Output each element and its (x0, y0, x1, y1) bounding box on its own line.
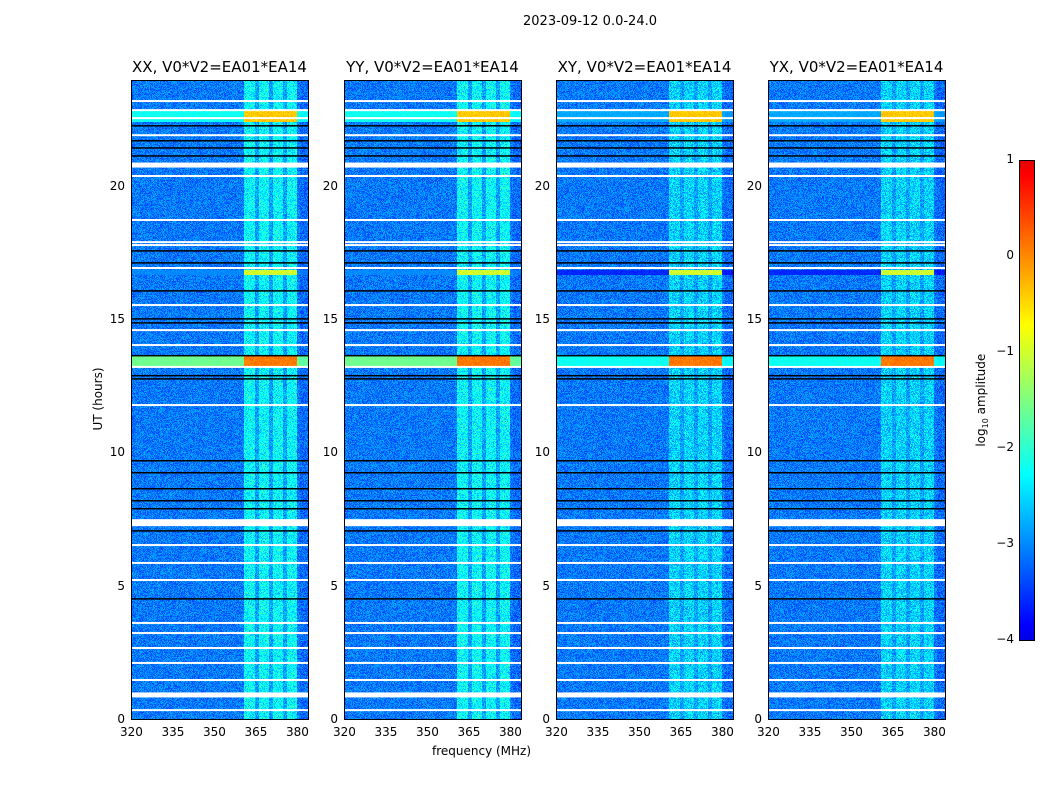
panel-frame (556, 80, 734, 720)
colorbar-frame (1019, 160, 1035, 641)
x-tick-label: 380 (285, 725, 309, 739)
y-tick-label: 10 (322, 445, 338, 460)
x-tick-label: 335 (798, 725, 822, 739)
colorbar-tick-label: 0 (1006, 248, 1014, 262)
panel-title: YX, V0*V2=EA01*EA14 (769, 58, 944, 76)
y-tick-label: 15 (322, 312, 338, 326)
y-tick-label: 5 (117, 578, 125, 593)
x-tick-label: 380 (922, 725, 946, 739)
y-axis-label: UT (hours) (91, 367, 105, 431)
panel-title: XY, V0*V2=EA01*EA14 (557, 58, 732, 76)
x-tick-label: 320 (120, 725, 143, 739)
y-tick-label: 5 (754, 578, 762, 593)
y-tick-label: 0 (330, 712, 338, 726)
x-tick-label: 320 (333, 725, 356, 739)
x-tick-label: 365 (881, 725, 905, 739)
spectrogram-xy (556, 80, 733, 720)
y-tick-label: 20 (322, 178, 338, 193)
x-tick-label: 320 (545, 725, 568, 739)
y-tick-label: 15 (746, 312, 762, 326)
y-tick-label: 5 (330, 578, 338, 593)
spectrogram-yy (344, 80, 521, 720)
y-tick-label: 5 (542, 578, 550, 593)
panel-frame (131, 80, 309, 720)
x-tick-label: 335 (161, 725, 185, 739)
y-tick-label: 0 (117, 712, 125, 726)
colorbar-tick-label: −2 (996, 440, 1014, 454)
x-tick-label: 320 (757, 725, 780, 739)
colorbar-tick-label: −4 (996, 632, 1014, 646)
x-tick-label: 350 (627, 725, 651, 739)
figure-title: 2023-09-12 0.0-24.0 (523, 14, 657, 29)
spectrogram-xx (131, 80, 308, 720)
x-tick-label: 365 (669, 725, 693, 739)
colorbar-tick-label: −3 (996, 536, 1014, 550)
y-tick-label: 10 (109, 445, 125, 460)
panel-title: XX, V0*V2=EA01*EA14 (132, 58, 307, 76)
x-tick-label: 350 (415, 725, 439, 739)
y-tick-label: 20 (746, 178, 762, 193)
x-tick-label: 380 (498, 725, 522, 739)
colorbar (1019, 160, 1034, 640)
x-tick-label: 335 (374, 725, 398, 739)
x-tick-label: 365 (244, 725, 268, 739)
y-tick-label: 10 (534, 445, 550, 460)
colorbar-tick-label: 1 (1006, 152, 1014, 166)
x-tick-label: 350 (839, 725, 863, 739)
x-tick-label: 350 (202, 725, 226, 739)
panel-frame (768, 80, 946, 720)
y-tick-label: 15 (109, 312, 125, 326)
y-tick-label: 10 (746, 445, 762, 460)
x-axis-label: frequency (MHz) (432, 744, 532, 758)
x-tick-label: 335 (586, 725, 610, 739)
y-tick-label: 0 (754, 712, 762, 726)
y-tick-label: 20 (109, 178, 125, 193)
panel-title: YY, V0*V2=EA01*EA14 (346, 58, 519, 76)
x-tick-label: 365 (457, 725, 481, 739)
y-tick-label: 20 (534, 178, 550, 193)
colorbar-tick-label: −1 (996, 344, 1014, 358)
x-tick-label: 380 (710, 725, 734, 739)
colorbar-label: log10 amplitude (973, 353, 991, 447)
spectrogram-yx (768, 80, 945, 720)
panel-frame (344, 80, 522, 720)
y-tick-label: 15 (534, 312, 550, 326)
y-tick-label: 0 (542, 712, 550, 726)
